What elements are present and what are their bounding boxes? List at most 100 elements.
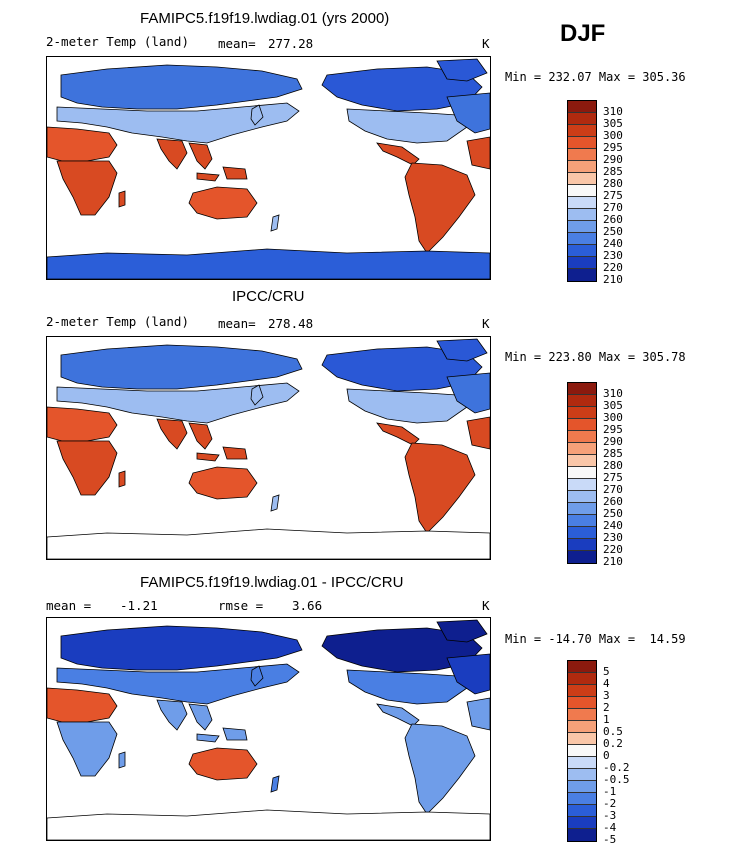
colorbar-tick-label: 0 — [603, 749, 610, 762]
colorbar-tick-label: 305 — [603, 117, 623, 130]
units-label: K — [482, 598, 490, 613]
panel-title: FAMIPC5.f19f19.lwdiag.01 - IPCC/CRU — [140, 574, 404, 591]
colorbar-swatch — [568, 101, 596, 113]
colorbar-tick-label: -2 — [603, 797, 617, 810]
map-panel-difference — [46, 617, 491, 841]
indonesia-1-region — [196, 452, 220, 462]
west-africa-edge-region — [466, 697, 490, 731]
colorbar-tick-label: 230 — [603, 531, 623, 544]
colorbar-swatch — [568, 527, 596, 539]
colorbar-swatch — [568, 173, 596, 185]
colorbar-tick-label: -3 — [603, 809, 617, 822]
colorbar-tick-label: 275 — [603, 189, 623, 202]
colorbar-tick-label: 0.2 — [603, 737, 623, 750]
colorbar-swatch — [568, 257, 596, 269]
colorbar-tick-label: 295 — [603, 141, 623, 154]
africa-north-region — [47, 687, 118, 723]
colorbar-tick-label: 220 — [603, 543, 623, 556]
colorbar-tick-label: 3 — [603, 689, 610, 702]
colorbar-tick-label: 260 — [603, 495, 623, 508]
australia-region — [188, 466, 258, 500]
antarctica-region — [47, 528, 490, 559]
colorbar-tick-label: 280 — [603, 459, 623, 472]
greenland-region — [436, 338, 488, 362]
indonesia-2-region — [222, 446, 248, 460]
colorbar — [567, 100, 597, 282]
colorbar-swatch — [568, 209, 596, 221]
greenland-region — [436, 619, 488, 643]
colorbar-swatch — [568, 817, 596, 829]
colorbar-tick-label: 250 — [603, 507, 623, 520]
colorbar-swatch — [568, 455, 596, 467]
rmse-value: 3.66 — [292, 598, 323, 613]
colorbar-swatch — [568, 515, 596, 527]
antarctica-region — [47, 248, 490, 279]
colorbar-swatch — [568, 479, 596, 491]
colorbar-swatch — [568, 503, 596, 515]
eurasia-north-region — [60, 625, 303, 671]
madagascar-region — [118, 751, 126, 769]
africa-north-region — [47, 126, 118, 162]
greenland-region — [436, 58, 488, 82]
colorbar-swatch — [568, 551, 596, 563]
colorbar-tick-label: 260 — [603, 213, 623, 226]
indonesia-2-region — [222, 727, 248, 741]
australia-region — [188, 747, 258, 781]
colorbar-swatch — [568, 245, 596, 257]
europe-west-region — [446, 92, 490, 134]
south-america-region — [404, 723, 476, 815]
colorbar-swatch — [568, 539, 596, 551]
colorbar-swatch — [568, 661, 596, 673]
panel-title: IPCC/CRU — [232, 288, 305, 305]
colorbar-swatch — [568, 769, 596, 781]
eurasia-south-region — [56, 663, 300, 705]
new-zealand-region — [270, 494, 280, 512]
colorbar-swatch — [568, 233, 596, 245]
colorbar-tick-label: 270 — [603, 201, 623, 214]
india-region — [156, 699, 188, 731]
usa-region — [346, 388, 468, 424]
colorbar-swatch — [568, 757, 596, 769]
africa-south-region — [56, 440, 118, 496]
colorbar-swatch — [568, 137, 596, 149]
west-africa-edge-region — [466, 416, 490, 450]
colorbar-tick-label: 1 — [603, 713, 610, 726]
colorbar-swatch — [568, 269, 596, 281]
map-panel-model — [46, 56, 491, 280]
mean-label: mean = — [46, 598, 92, 613]
colorbar-swatch — [568, 673, 596, 685]
colorbar-swatch — [568, 491, 596, 503]
eurasia-south-region — [56, 102, 300, 144]
colorbar-tick-label: 250 — [603, 225, 623, 238]
colorbar-tick-label: 240 — [603, 519, 623, 532]
colorbar-swatch — [568, 685, 596, 697]
colorbar-swatch — [568, 745, 596, 757]
colorbar-tick-label: -4 — [603, 821, 617, 834]
colorbar — [567, 660, 597, 842]
mean-value: 278.48 — [268, 316, 314, 331]
mean-label: mean= — [218, 316, 256, 331]
mean-value: 277.28 — [268, 36, 314, 51]
colorbar-tick-label: -0.2 — [603, 761, 630, 774]
central-america-region — [376, 142, 420, 166]
colorbar-tick-label: 210 — [603, 555, 623, 568]
colorbar-swatch — [568, 805, 596, 817]
variable-label: 2-meter Temp (land) — [46, 314, 189, 329]
colorbar-tick-label: 295 — [603, 423, 623, 436]
europe-west-region — [446, 653, 490, 695]
units-label: K — [482, 36, 490, 51]
colorbar-swatch — [568, 197, 596, 209]
south-america-region — [404, 162, 476, 254]
mean-label: mean= — [218, 36, 256, 51]
colorbar-swatch — [568, 829, 596, 841]
colorbar-swatch — [568, 407, 596, 419]
colorbar — [567, 382, 597, 564]
colorbar-swatch — [568, 383, 596, 395]
colorbar-tick-label: 310 — [603, 105, 623, 118]
australia-region — [188, 186, 258, 220]
africa-south-region — [56, 721, 118, 777]
india-region — [156, 138, 188, 170]
colorbar-tick-label: 210 — [603, 273, 623, 286]
eurasia-north-region — [60, 344, 303, 390]
usa-region — [346, 669, 468, 705]
